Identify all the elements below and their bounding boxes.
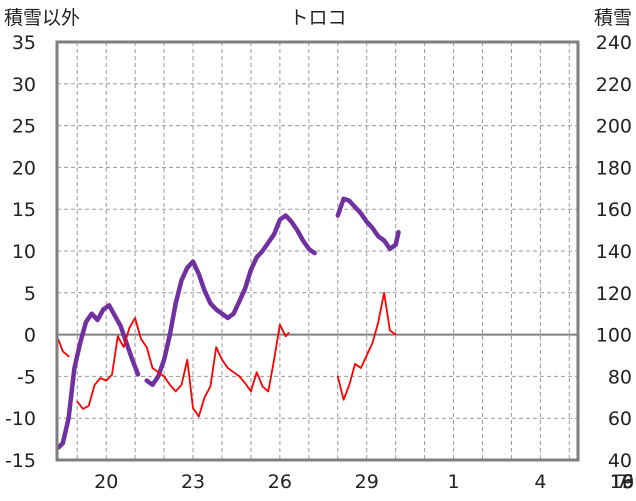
left-tick-label: -15	[5, 450, 36, 472]
x-tick-label: 10	[610, 471, 634, 493]
right-tick-label: 40	[608, 450, 632, 472]
right-tick-label: 240	[596, 32, 632, 54]
right-tick-label: 120	[596, 283, 632, 305]
left-tick-label: 30	[12, 74, 36, 96]
x-tick-label: 26	[268, 471, 292, 493]
left-tick-label: 20	[12, 157, 36, 179]
x-tick-label: 1	[447, 471, 459, 493]
snow-depth-line	[56, 303, 141, 450]
x-tick-label: 7	[616, 471, 628, 493]
right-axis-ticks: 240 220 200 180 160 140 120 100 80 60 40	[596, 32, 632, 472]
left-tick-label: -10	[5, 408, 36, 430]
x-tick-label: 20	[94, 471, 118, 493]
left-tick-label: 5	[24, 283, 36, 305]
right-axis-label: 積雪	[594, 7, 632, 29]
temperature-series	[57, 291, 397, 418]
x-tick-label: 4	[534, 471, 546, 493]
snow-depth-line	[335, 196, 401, 252]
x-tick-label: 23	[181, 471, 205, 493]
x-tick-label: 19	[610, 471, 634, 493]
snow-depth-line	[144, 213, 317, 388]
right-tick-label: 220	[596, 74, 632, 96]
left-tick-label: 15	[12, 199, 36, 221]
right-tick-label: 80	[608, 366, 632, 388]
left-tick-label: 35	[12, 32, 36, 54]
left-axis-label: 積雪以外	[4, 7, 80, 29]
right-tick-label: 60	[608, 408, 632, 430]
left-tick-label: 0	[24, 325, 36, 347]
series-layer	[56, 196, 401, 450]
temperature-line	[76, 316, 290, 418]
temperature-line	[57, 338, 70, 358]
plot-frame	[55, 40, 580, 462]
chart-title: トロコ	[289, 7, 346, 29]
right-tick-label: 200	[596, 116, 632, 138]
grid-lines	[57, 42, 578, 460]
left-tick-label: -5	[17, 366, 36, 388]
x-tick-label: 29	[355, 471, 379, 493]
snow-depth-series	[56, 196, 401, 450]
right-tick-label: 100	[596, 325, 632, 347]
right-tick-label: 180	[596, 157, 632, 179]
right-tick-label: 160	[596, 199, 632, 221]
temperature-line	[336, 291, 397, 401]
left-tick-label: 25	[12, 116, 36, 138]
right-tick-label: 140	[596, 241, 632, 263]
left-tick-label: 10	[12, 241, 36, 263]
x-tick-label: 13	[610, 471, 634, 493]
left-axis-ticks: 35 30 25 20 15 10 5 0 -5 -10 -15	[5, 32, 36, 472]
x-tick-label: 16	[610, 471, 634, 493]
